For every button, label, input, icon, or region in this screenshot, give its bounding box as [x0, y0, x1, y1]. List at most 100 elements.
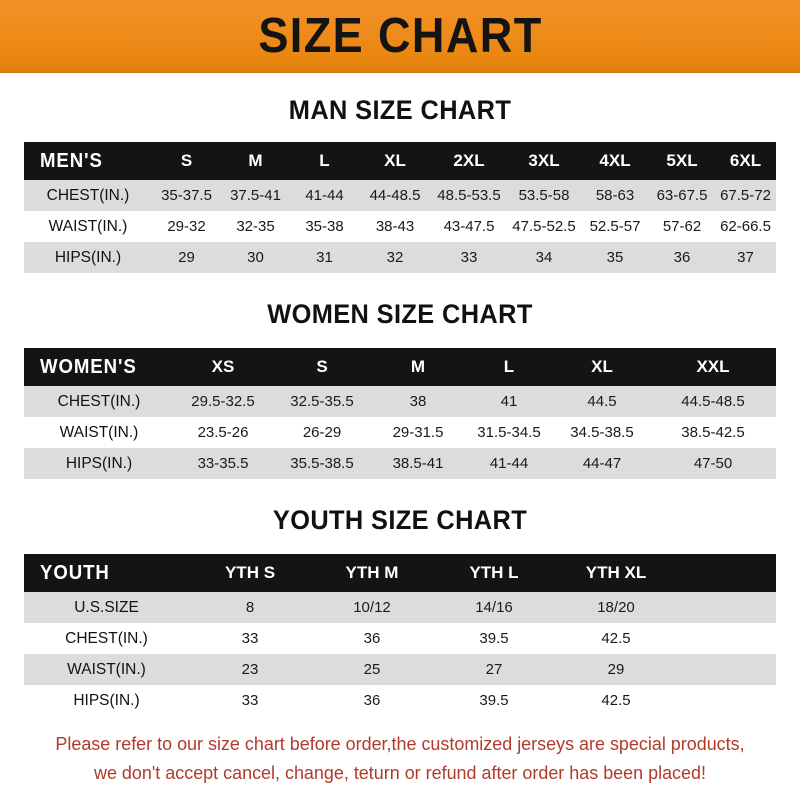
man-table-header-row: MEN'S S M L XL 2XL 3XL 4XL 5XL 6XL	[24, 142, 776, 180]
man-chest-xl: 44-48.5	[369, 187, 421, 204]
man-hips-6xl: 37	[737, 249, 754, 266]
man-size-table: MEN'S S M L XL 2XL 3XL 4XL 5XL 6XL CHEST…	[24, 142, 776, 273]
women-chest-xs: 29.5-32.5	[191, 393, 255, 410]
women-waist-m: 29-31.5	[392, 424, 444, 441]
youth-ussize-s: 8	[245, 599, 255, 616]
women-hips-m: 38.5-41	[392, 455, 444, 472]
table-row: HIPS(IN.) 33-35.5 35.5-38.5 38.5-41 41-4…	[24, 448, 776, 479]
man-hips-s: 29	[178, 249, 195, 266]
man-col-header-5xl: 5XL	[666, 151, 698, 170]
women-waist-l: 31.5-34.5	[477, 424, 541, 441]
youth-size-table: YOUTH YTH S YTH M YTH L YTH XL U.S.SIZE …	[24, 554, 776, 716]
man-row-label-hips: HIPS(IN.)	[54, 248, 122, 266]
man-hips-l: 31	[316, 249, 333, 266]
youth-waist-s: 23	[241, 661, 259, 678]
women-hips-xs: 33-35.5	[197, 455, 249, 472]
man-chest-6xl: 67.5-72	[720, 187, 771, 204]
women-waist-xxl: 38.5-42.5	[681, 424, 745, 441]
table-row: CHEST(IN.) 33 36 39.5 42.5	[24, 623, 776, 654]
youth-corner-label-text: YOUTH	[40, 561, 110, 584]
man-hips-2xl: 33	[460, 249, 478, 266]
man-chest-2xl: 48.5-53.5	[437, 187, 501, 204]
table-row: U.S.SIZE 8 10/12 14/16 18/20	[24, 592, 776, 623]
women-chest-m: 38	[409, 393, 427, 410]
women-table-header-row: WOMEN'S XS S M L XL XXL	[24, 348, 776, 386]
man-chest-l: 41-44	[305, 187, 344, 204]
youth-waist-xl: 29	[607, 661, 625, 678]
man-chest-4xl: 58-63	[595, 187, 635, 204]
youth-ussize-m: 10/12	[353, 599, 391, 616]
youth-hips-m: 36	[363, 692, 381, 709]
man-waist-2xl: 43-47.5	[443, 218, 495, 235]
women-waist-xl: 34.5-38.5	[570, 424, 634, 441]
man-size-chart-block: MEN'S S M L XL 2XL 3XL 4XL 5XL 6XL CHEST…	[24, 142, 776, 273]
women-hips-xl: 44-47	[582, 455, 622, 472]
women-size-table: WOMEN'S XS S M L XL XXL CHEST(IN.) 29.5-…	[24, 348, 776, 479]
man-col-header-m: M	[248, 151, 263, 170]
table-row: HIPS(IN.) 29 30 31 32 33 34 35 36 37	[24, 242, 776, 273]
man-waist-m: 32-35	[236, 218, 275, 235]
man-waist-xl: 38-43	[375, 218, 415, 235]
youth-cell-spacer	[677, 592, 776, 623]
women-col-header-xxl: XXL	[696, 357, 730, 376]
youth-corner-label: YOUTH	[24, 554, 189, 592]
youth-chest-xl: 42.5	[601, 630, 631, 647]
man-hips-xl: 32	[386, 249, 404, 266]
youth-header-spacer	[677, 554, 776, 592]
women-waist-s: 26-29	[302, 424, 342, 441]
man-row-label-waist: WAIST(IN.)	[48, 217, 128, 235]
women-col-header-xs: XS	[211, 357, 235, 376]
disclaimer-line-1: Please refer to our size chart before or…	[55, 733, 745, 754]
youth-row-label-chest: CHEST(IN.)	[65, 629, 148, 647]
youth-hips-xl: 42.5	[601, 692, 631, 709]
women-chest-xxl: 44.5-48.5	[681, 393, 745, 410]
page-banner: SIZE CHART	[0, 0, 800, 73]
youth-ussize-xl: 18/20	[597, 599, 635, 616]
man-hips-m: 30	[247, 249, 264, 266]
man-corner-label: MEN'S	[24, 142, 152, 180]
youth-waist-m: 25	[363, 661, 381, 678]
women-corner-label-text: WOMEN'S	[40, 355, 137, 378]
man-corner-label-text: MEN'S	[40, 149, 103, 172]
man-chest-s: 35-37.5	[161, 187, 212, 204]
youth-row-label-hips: HIPS(IN.)	[73, 691, 140, 709]
man-hips-4xl: 35	[606, 249, 624, 266]
man-waist-6xl: 62-66.5	[720, 218, 771, 235]
man-col-header-6xl: 6XL	[729, 151, 762, 170]
women-col-header-xl: XL	[591, 357, 613, 376]
man-hips-5xl: 36	[673, 249, 691, 266]
youth-chest-m: 36	[363, 630, 381, 647]
disclaimer-line-2: we don't accept cancel, change, teturn o…	[94, 761, 706, 783]
man-waist-l: 35-38	[305, 218, 344, 235]
man-hips-3xl: 34	[535, 249, 553, 266]
table-row: WAIST(IN.) 23.5-26 26-29 29-31.5 31.5-34…	[24, 417, 776, 448]
section-title-youth: YOUTH SIZE CHART	[272, 505, 528, 535]
women-chest-xl: 44.5	[587, 393, 617, 410]
man-col-header-s: S	[180, 151, 193, 170]
page-title: SIZE CHART	[257, 8, 543, 63]
women-col-header-m: M	[410, 357, 426, 376]
man-chest-3xl: 53.5-58	[518, 187, 570, 204]
women-row-label-hips: HIPS(IN.)	[65, 454, 133, 472]
youth-row-label-ussize: U.S.SIZE	[74, 598, 139, 616]
women-size-chart-block: WOMEN'S XS S M L XL XXL CHEST(IN.) 29.5-…	[24, 348, 776, 479]
women-waist-xs: 23.5-26	[197, 424, 249, 441]
man-waist-s: 29-32	[167, 218, 206, 235]
youth-cell-spacer	[677, 685, 776, 716]
youth-cell-spacer	[677, 654, 776, 685]
section-title-man: MAN SIZE CHART	[288, 95, 512, 125]
youth-cell-spacer	[677, 623, 776, 654]
women-hips-xxl: 47-50	[693, 455, 733, 472]
man-col-header-4xl: 4XL	[599, 151, 631, 170]
women-chest-s: 32.5-35.5	[290, 393, 354, 410]
women-chest-l: 41	[500, 393, 518, 410]
section-title-women: WOMEN SIZE CHART	[267, 299, 533, 329]
youth-chest-s: 33	[241, 630, 259, 647]
women-row-label-chest: CHEST(IN.)	[57, 392, 141, 410]
man-chest-m: 37.5-41	[230, 187, 281, 204]
man-waist-5xl: 57-62	[662, 218, 702, 235]
table-row: CHEST(IN.) 29.5-32.5 32.5-35.5 38 41 44.…	[24, 386, 776, 417]
man-row-label-chest: CHEST(IN.)	[46, 186, 130, 204]
youth-hips-s: 33	[241, 692, 259, 709]
